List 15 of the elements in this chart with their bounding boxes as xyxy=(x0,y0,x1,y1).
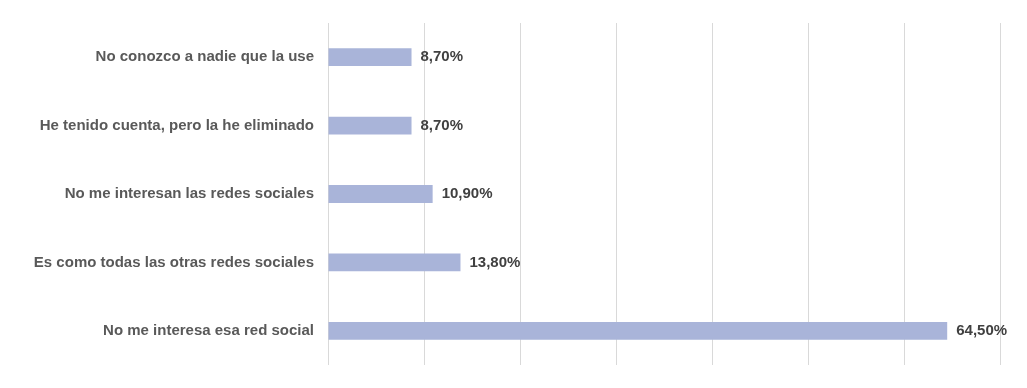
data-label: 13,80% xyxy=(469,252,521,270)
data-label: 8,70% xyxy=(420,115,464,133)
y-tick-label: No conozco a nadie que la use xyxy=(95,47,314,65)
bar xyxy=(328,48,412,67)
data-label: 8,70% xyxy=(420,47,464,65)
bar xyxy=(328,185,433,203)
bar xyxy=(328,321,948,340)
y-tick-label: No me interesan las redes sociales xyxy=(64,184,314,202)
data-label: 10,90% xyxy=(441,184,493,202)
y-tick-label: No me interesa esa red social xyxy=(103,320,314,338)
bar xyxy=(328,253,461,272)
y-tick-label: Es como todas las otras redes sociales xyxy=(33,252,314,270)
data-label: 64,50% xyxy=(956,320,1008,338)
y-tick-label: He tenido cuenta, pero la he eliminado xyxy=(39,115,314,133)
bar xyxy=(328,116,412,135)
